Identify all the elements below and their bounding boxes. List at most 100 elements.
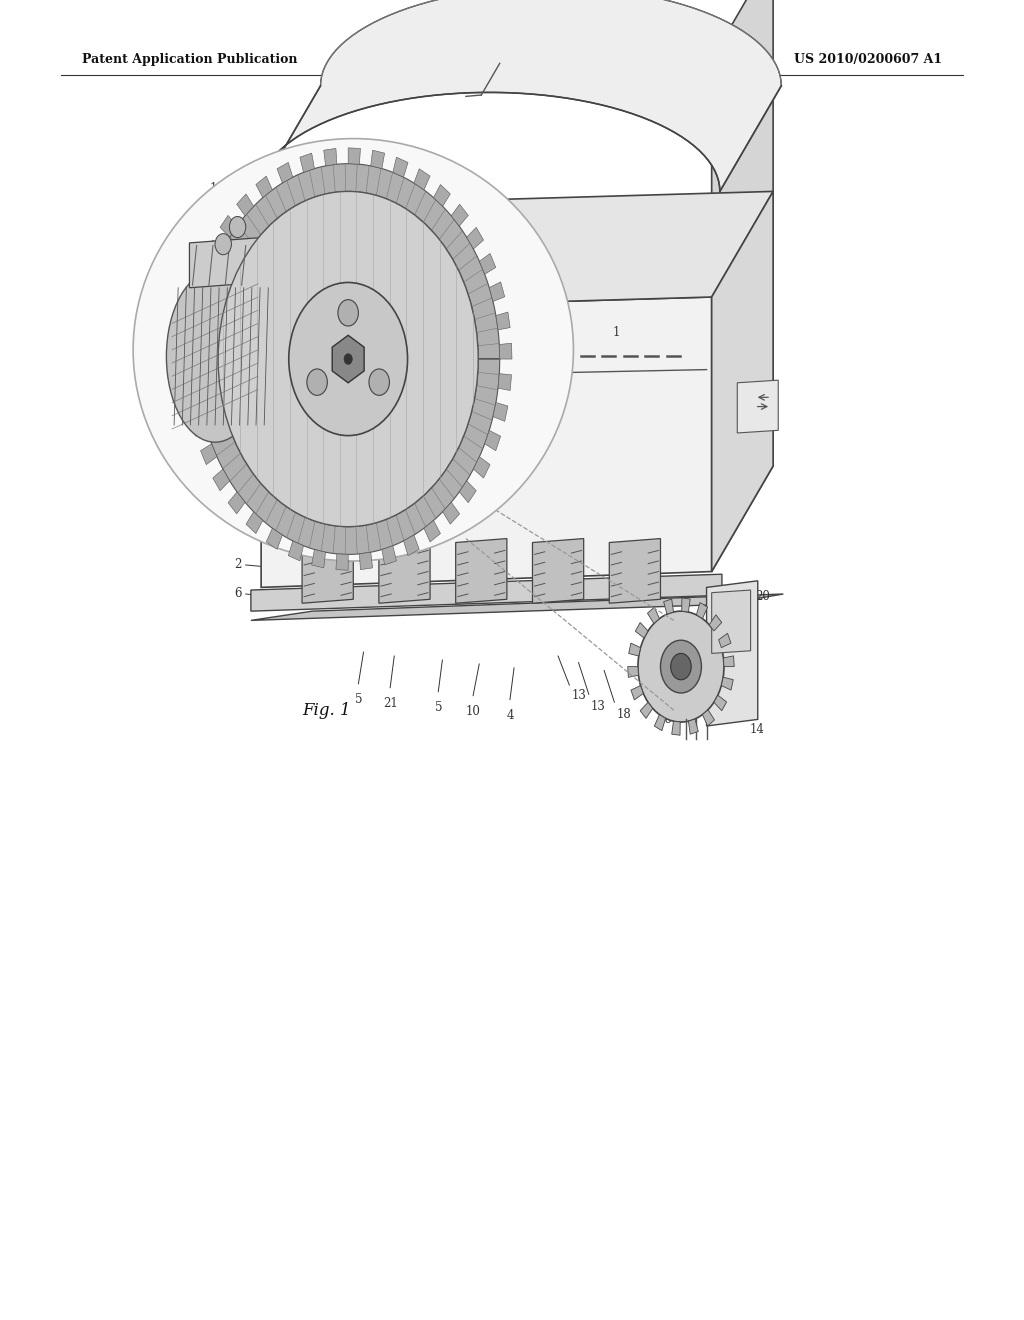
Polygon shape <box>206 240 223 261</box>
Polygon shape <box>289 541 303 561</box>
Circle shape <box>369 370 389 396</box>
Text: 20: 20 <box>755 590 770 603</box>
Polygon shape <box>459 480 476 503</box>
Polygon shape <box>311 549 326 568</box>
Ellipse shape <box>133 139 573 561</box>
Polygon shape <box>442 502 460 524</box>
Polygon shape <box>191 417 207 436</box>
Polygon shape <box>188 297 204 315</box>
Circle shape <box>215 234 231 255</box>
Circle shape <box>307 368 328 396</box>
Polygon shape <box>251 574 722 611</box>
Text: 16: 16 <box>657 713 673 726</box>
Polygon shape <box>261 297 712 587</box>
Polygon shape <box>609 539 660 603</box>
Polygon shape <box>473 457 490 478</box>
Polygon shape <box>712 0 773 572</box>
Polygon shape <box>332 335 365 383</box>
Text: 1: 1 <box>612 326 620 339</box>
Polygon shape <box>433 185 451 206</box>
Circle shape <box>218 191 478 527</box>
Polygon shape <box>371 150 385 169</box>
Polygon shape <box>220 215 238 238</box>
Text: Patent Application Publication: Patent Application Publication <box>82 53 297 66</box>
Polygon shape <box>500 343 512 359</box>
Circle shape <box>660 640 701 693</box>
Text: 10: 10 <box>466 705 480 718</box>
Polygon shape <box>702 710 715 726</box>
Polygon shape <box>336 554 348 570</box>
Polygon shape <box>393 157 408 177</box>
Polygon shape <box>635 623 648 638</box>
Polygon shape <box>647 607 659 623</box>
Polygon shape <box>452 205 468 226</box>
Polygon shape <box>664 599 674 614</box>
Text: 4: 4 <box>506 709 514 722</box>
Polygon shape <box>467 227 483 249</box>
Polygon shape <box>201 444 217 465</box>
Polygon shape <box>640 702 652 718</box>
Circle shape <box>338 300 358 326</box>
Polygon shape <box>721 677 733 690</box>
Circle shape <box>638 611 724 722</box>
Circle shape <box>229 216 246 238</box>
Polygon shape <box>302 539 353 603</box>
Circle shape <box>344 354 352 364</box>
Polygon shape <box>484 430 501 450</box>
Text: 5: 5 <box>434 701 442 714</box>
Circle shape <box>671 653 691 680</box>
Polygon shape <box>379 539 430 603</box>
Polygon shape <box>628 667 639 677</box>
Text: 13: 13 <box>216 426 231 440</box>
Polygon shape <box>479 253 496 275</box>
Ellipse shape <box>166 271 264 442</box>
Polygon shape <box>228 492 245 513</box>
Polygon shape <box>237 194 254 216</box>
Text: 17: 17 <box>435 436 451 449</box>
Polygon shape <box>261 191 773 310</box>
Polygon shape <box>714 696 727 710</box>
Text: 13: 13 <box>571 689 587 702</box>
Text: 5: 5 <box>354 693 362 706</box>
Text: 14: 14 <box>459 370 474 383</box>
Polygon shape <box>324 148 337 166</box>
Polygon shape <box>682 598 690 612</box>
Polygon shape <box>213 469 229 491</box>
Polygon shape <box>259 0 781 191</box>
Circle shape <box>289 282 408 436</box>
Polygon shape <box>251 594 783 620</box>
Polygon shape <box>672 721 680 735</box>
Polygon shape <box>403 535 419 556</box>
Polygon shape <box>710 615 722 631</box>
Polygon shape <box>424 520 440 543</box>
Text: 6: 6 <box>234 587 242 601</box>
Polygon shape <box>197 164 500 554</box>
Text: 7: 7 <box>182 234 189 247</box>
Polygon shape <box>489 282 505 301</box>
Polygon shape <box>348 148 360 164</box>
Polygon shape <box>196 268 212 288</box>
Polygon shape <box>532 539 584 603</box>
Polygon shape <box>256 176 272 198</box>
Text: Fig. 1: Fig. 1 <box>302 702 350 719</box>
Polygon shape <box>300 153 314 173</box>
Polygon shape <box>266 528 283 549</box>
Text: Aug. 12, 2010  Sheet 1 of 5: Aug. 12, 2010 Sheet 1 of 5 <box>417 53 607 66</box>
Text: Fig. 2: Fig. 2 <box>466 264 514 281</box>
Text: 18: 18 <box>210 182 224 195</box>
Polygon shape <box>186 388 201 407</box>
Polygon shape <box>246 512 263 533</box>
Polygon shape <box>456 539 507 603</box>
Text: 15: 15 <box>445 401 461 414</box>
Polygon shape <box>723 656 734 667</box>
Text: 21: 21 <box>383 697 397 710</box>
Text: 16: 16 <box>161 252 176 265</box>
Polygon shape <box>712 191 773 572</box>
Polygon shape <box>414 169 430 190</box>
Polygon shape <box>737 380 778 433</box>
Polygon shape <box>712 590 751 653</box>
Text: 2: 2 <box>234 558 242 572</box>
Polygon shape <box>629 643 641 656</box>
Text: 13: 13 <box>591 700 606 713</box>
Text: 14: 14 <box>750 723 765 737</box>
